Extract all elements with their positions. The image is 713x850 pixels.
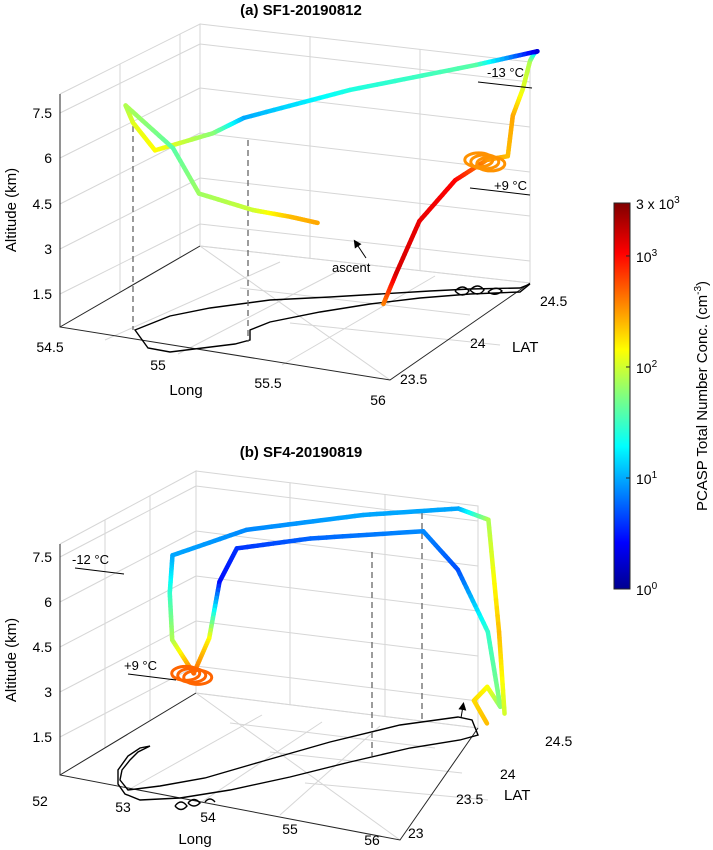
y-tick: 23.5 (456, 791, 483, 807)
panel-b-grid (59, 470, 489, 841)
annot-temp-bottom: +9 °C (494, 178, 527, 193)
colorbar-tick-label: 101 (636, 470, 658, 487)
panel-a-flight-track (123, 48, 540, 307)
x-tick: 55 (282, 821, 298, 837)
colorbar-tick-label: 102 (636, 359, 658, 376)
track-loop (182, 668, 214, 686)
panel-b-xlabel: Long (178, 831, 211, 848)
panel-a-y-ticks: 23.5 24 24.5 (400, 293, 567, 387)
annot-temp-top: -12 °C (72, 552, 109, 567)
panel-b-y-ticks: 23 23.5 24 24.5 (408, 733, 572, 841)
z-tick: 4.5 (33, 639, 53, 655)
x-tick: 55 (150, 357, 166, 373)
z-tick: 3 (44, 241, 52, 257)
x-tick: 53 (115, 799, 131, 815)
panel-b-title: (b) SF4-20190819 (240, 444, 363, 461)
colorbar-tick-label: 3 x 103 (636, 195, 680, 212)
panel-b-x-ticks: 52 53 54 55 56 (32, 793, 380, 848)
x-tick: 52 (32, 793, 48, 809)
panel-a-ylabel: LAT (512, 339, 538, 356)
panel-a-title: (a) SF1-20190812 (240, 2, 362, 19)
panel-b-z-ticks: 1.5 3 4.5 6 7.5 (33, 549, 53, 745)
x-tick: 56 (364, 832, 380, 848)
colorbar-ticks: 100 101 102 103 3 x 103 (626, 195, 680, 598)
colorbar: 100 101 102 103 3 x 103 PCASP Total Number C… (613, 195, 711, 598)
panel-a: (a) SF1-20190812 1.5 3 (3, 2, 567, 408)
panel-a-axes (59, 94, 531, 381)
annot-temp-top: -13 °C (487, 65, 524, 80)
x-tick: 54.5 (36, 339, 63, 355)
y-tick: 24.5 (545, 733, 572, 749)
annot-ascent: ascent (332, 260, 371, 275)
panel-a-xlabel: Long (169, 382, 202, 399)
z-tick: 1.5 (33, 729, 53, 745)
panel-b-zlabel: Altitude (km) (3, 618, 20, 702)
x-tick: 54 (200, 809, 216, 825)
y-tick: 24 (470, 335, 486, 351)
colorbar-tick-label: 103 (636, 248, 658, 265)
y-tick: 23.5 (400, 371, 427, 387)
annot-temp-bottom: +9 °C (124, 658, 157, 673)
z-tick: 6 (44, 150, 52, 166)
colorbar-label: PCASP Total Number Conc. (cm-3) (693, 281, 711, 511)
y-tick: 23 (408, 825, 424, 841)
x-tick: 56 (370, 392, 386, 408)
x-tick: 55.5 (254, 375, 281, 391)
colorbar-gradient (613, 202, 631, 590)
z-tick: 7.5 (33, 105, 53, 121)
panel-a-zlabel: Altitude (km) (3, 168, 20, 252)
z-tick: 6 (44, 594, 52, 610)
z-tick: 7.5 (33, 549, 53, 565)
y-tick: 24.5 (540, 293, 567, 309)
panel-a-annotations: -13 °C +9 °C ascent (332, 65, 533, 275)
z-tick: 4.5 (33, 196, 53, 212)
panel-a-x-ticks: 54.5 55 55.5 56 (36, 339, 386, 408)
panel-a-z-ticks: 1.5 3 4.5 6 7.5 (33, 105, 53, 302)
panel-b-flight-track (167, 506, 507, 726)
panel-b: (b) SF4-20190819 1.5 3 4.5 (3, 444, 572, 848)
panel-b-ylabel: LAT (504, 787, 530, 804)
y-tick: 24 (500, 766, 516, 782)
panel-b-annotations: -12 °C +9 °C (72, 552, 467, 719)
z-tick: 3 (44, 684, 52, 700)
panel-a-grid (59, 23, 531, 381)
panel-a-ground-track (133, 283, 531, 353)
colorbar-tick-label: 100 (636, 581, 658, 598)
z-tick: 1.5 (33, 286, 53, 302)
panel-b-axes (59, 544, 479, 841)
track-loop (475, 155, 507, 173)
panel-b-ground-track (117, 716, 479, 811)
